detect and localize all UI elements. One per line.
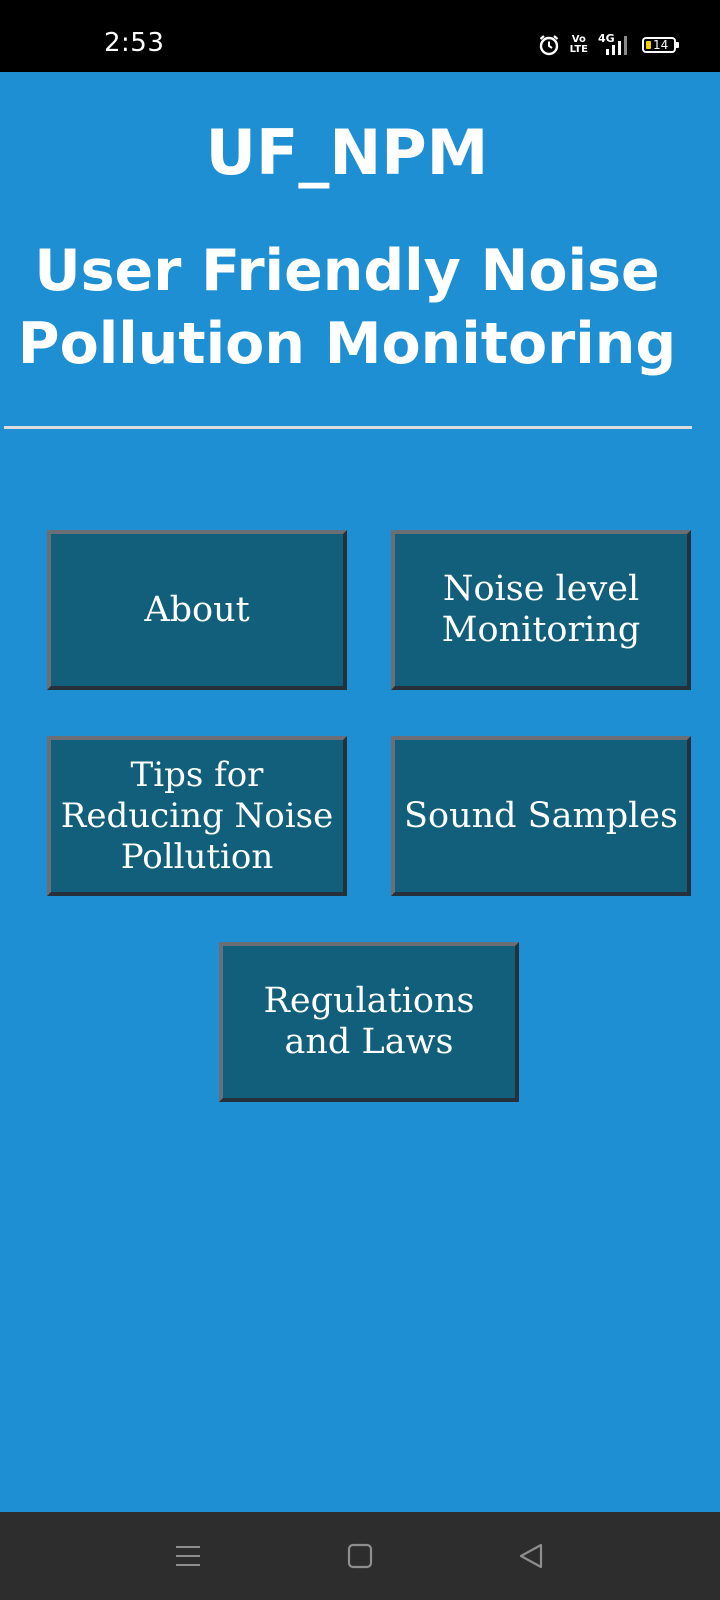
menu-icon[interactable] xyxy=(148,1512,228,1600)
battery-icon: 14 xyxy=(642,37,679,53)
alarm-icon xyxy=(538,34,560,56)
about-button[interactable]: About xyxy=(47,530,347,690)
noise-level-monitoring-button[interactable]: Noise level Monitoring xyxy=(391,530,691,690)
status-time: 2:53 xyxy=(104,28,165,58)
volte-label-top: Vo xyxy=(571,34,586,45)
tips-label-line-2: Reducing Noise xyxy=(60,795,334,836)
volte-label-bottom: LTE xyxy=(569,44,588,55)
header-divider xyxy=(4,426,692,429)
about-button-label: About xyxy=(144,589,250,630)
status-icons: Vo LTE 4G 14 xyxy=(538,32,679,58)
app-subtitle-line-1: User Friendly Noise xyxy=(34,238,660,304)
noise-level-label-line-1: Noise level xyxy=(442,569,640,609)
system-nav-bar xyxy=(0,1512,720,1600)
sound-samples-button[interactable]: Sound Samples xyxy=(391,736,691,896)
app-subtitle: User Friendly Noise Pollution Monitoring xyxy=(0,235,694,381)
volte-icon: Vo LTE xyxy=(570,35,588,55)
back-icon[interactable] xyxy=(491,1512,571,1600)
noise-level-label-line-2: Monitoring xyxy=(441,610,641,650)
app-title: UF_NPM xyxy=(205,116,489,189)
status-bar: 2:53 Vo LTE 4G 14 xyxy=(0,0,720,72)
tips-label-line-1: Tips for xyxy=(130,754,264,795)
regulations-label-line-2: and Laws xyxy=(284,1022,454,1062)
network-type-label: 4G xyxy=(598,32,615,45)
sound-samples-label: Sound Samples xyxy=(404,795,678,836)
signal-4g-icon: 4G xyxy=(598,32,632,56)
tips-label-line-3: Pollution xyxy=(120,836,274,877)
home-icon[interactable] xyxy=(320,1512,400,1600)
regulations-and-laws-button[interactable]: Regulations and Laws xyxy=(219,942,519,1102)
regulations-label-line-1: Regulations xyxy=(263,981,475,1021)
tips-reducing-noise-button[interactable]: Tips for Reducing Noise Pollution xyxy=(47,736,347,896)
app-subtitle-line-2: Pollution Monitoring xyxy=(17,311,677,377)
